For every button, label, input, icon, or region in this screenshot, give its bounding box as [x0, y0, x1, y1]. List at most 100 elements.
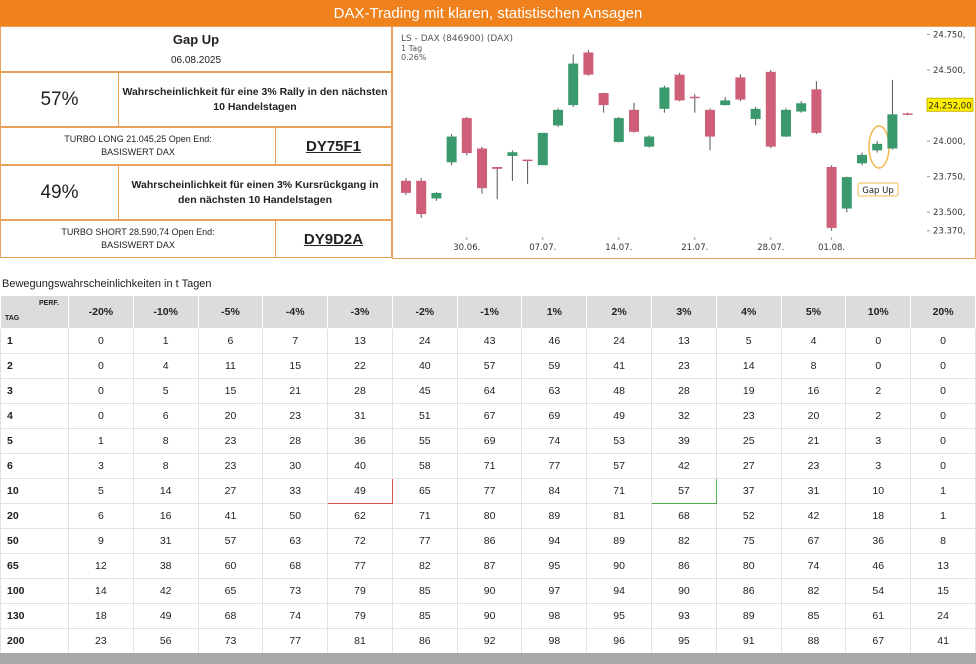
candle-body [416, 180, 427, 215]
table-cell: 41 [586, 353, 653, 379]
table-cell: 73 [262, 578, 329, 604]
table-cell: 67 [845, 628, 912, 654]
column-header: 4% [715, 295, 782, 329]
table-cell: 20 [780, 403, 847, 429]
signal-date: 06.08.2025 [170, 55, 222, 66]
table-cell: 23 [780, 453, 847, 479]
table-cell: 5 [715, 328, 782, 354]
table-cell: 89 [715, 603, 782, 629]
table-cell: 21 [262, 378, 329, 404]
table-cell: 55 [391, 428, 458, 454]
x-tick-label: 30.06. [453, 243, 480, 253]
table-cell: 1 [68, 428, 134, 454]
table-cell: 2 [845, 378, 912, 404]
table-row: 200 23 56 73 77 81 86 92 98 96 95 91 88 67 41 [0, 628, 976, 654]
table-cell: 0 [910, 378, 976, 404]
table-cell: 27 [715, 453, 782, 479]
x-tick-label: 07.07. [529, 243, 556, 253]
table-row: 65 12 38 60 68 77 82 87 95 90 86 80 74 46 13 [0, 553, 976, 579]
table-cell: 25 [715, 428, 782, 454]
table-cell: 22 [327, 353, 393, 379]
table-cell: 74 [780, 553, 847, 579]
column-header: -3% [327, 295, 393, 329]
table-cell: 73 [197, 628, 264, 654]
table-cell: 30 [262, 453, 329, 479]
table-cell: 10 [845, 478, 912, 504]
table-cell: 50 [262, 503, 329, 529]
long-underlying: BASISWERT DAX [101, 147, 175, 157]
table-cell: 87 [456, 553, 523, 579]
table-cell: 79 [327, 603, 393, 629]
table-cell: 45 [391, 378, 458, 404]
table-cell: 86 [391, 628, 458, 654]
table-cell: 64 [456, 378, 523, 404]
column-header: 20% [910, 295, 976, 329]
table-cell: 46 [521, 328, 588, 354]
table-cell: 48 [586, 378, 653, 404]
row-tag: 4 [0, 403, 69, 429]
table-cell: 28 [651, 378, 717, 404]
chart-title: LS - DAX (846900) (DAX) [401, 34, 513, 44]
table-cell: 57 [651, 478, 717, 504]
table-cell: 28 [262, 428, 329, 454]
table-row: 5 1 8 23 28 36 55 69 74 53 39 25 21 3 0 [0, 428, 976, 454]
table-cell: 24 [391, 328, 458, 354]
table-cell: 15 [910, 578, 976, 604]
column-header: 1% [521, 295, 588, 329]
table-cell: 92 [456, 628, 523, 654]
row-tag: 200 [0, 628, 69, 654]
table-cell: 13 [910, 553, 976, 579]
x-tick-label: 14.07. [605, 243, 632, 253]
table-cell: 37 [715, 478, 782, 504]
row-tag: 65 [0, 553, 69, 579]
candle-body [720, 100, 731, 106]
table-cell: 43 [456, 328, 523, 354]
column-header: -5% [197, 295, 264, 329]
table-cell: 0 [910, 353, 976, 379]
column-header: -2% [391, 295, 458, 329]
table-cell: 14 [132, 478, 199, 504]
table-cell: 16 [780, 378, 847, 404]
row-tag: 1 [0, 328, 69, 354]
long-code[interactable]: DY75F1 [275, 127, 392, 165]
short-text: Wahrscheinlichkeit für einen 3% Kursrück… [118, 165, 392, 220]
long-product-name: TURBO LONG 21.045,25 Open End: [64, 134, 212, 144]
short-product: TURBO SHORT 28.590,74 Open End: BASISWER… [0, 220, 276, 258]
y-tick-label: 23.750, [933, 173, 965, 183]
candle-body [401, 180, 411, 193]
candle-body [796, 103, 807, 112]
table-cell: 86 [651, 553, 717, 579]
table-cell: 23 [197, 428, 264, 454]
table-cell: 53 [586, 428, 653, 454]
table-cell: 82 [391, 553, 458, 579]
table-cell: 0 [68, 328, 134, 354]
candle-body [553, 109, 563, 126]
table-cell: 28 [327, 378, 393, 404]
chart-panel: LS - DAX (846900) (DAX) 1 Tag 0.26% Gap … [392, 26, 976, 259]
footer-bar [0, 653, 976, 664]
short-code[interactable]: DY9D2A [275, 220, 392, 258]
table-cell: 91 [715, 628, 782, 654]
table-cell: 40 [391, 353, 458, 379]
table-cell: 84 [521, 478, 588, 504]
table-cell: 68 [197, 603, 264, 629]
x-tick-label: 01.08. [818, 243, 845, 253]
table-row: 4 0 6 20 23 31 51 67 69 49 32 23 20 2 0 [0, 403, 976, 429]
annotation: Gap Up [862, 186, 894, 196]
column-header: -4% [262, 295, 329, 329]
table-cell: 11 [197, 353, 264, 379]
table-cell: 4 [780, 328, 847, 354]
y-tick-label: 24.500, [933, 66, 965, 76]
candle-body [750, 108, 761, 119]
table-cell: 27 [197, 478, 264, 504]
candle-body [811, 89, 822, 133]
y-tick-label: 23.500, [933, 208, 965, 218]
table-cell: 60 [197, 553, 264, 579]
candle-body [705, 109, 715, 137]
table-cell: 19 [715, 378, 782, 404]
short-underlying: BASISWERT DAX [101, 240, 175, 250]
table-cell: 81 [586, 503, 653, 529]
candle-body [644, 136, 655, 147]
candle-body [613, 118, 624, 142]
table-cell: 54 [845, 578, 912, 604]
